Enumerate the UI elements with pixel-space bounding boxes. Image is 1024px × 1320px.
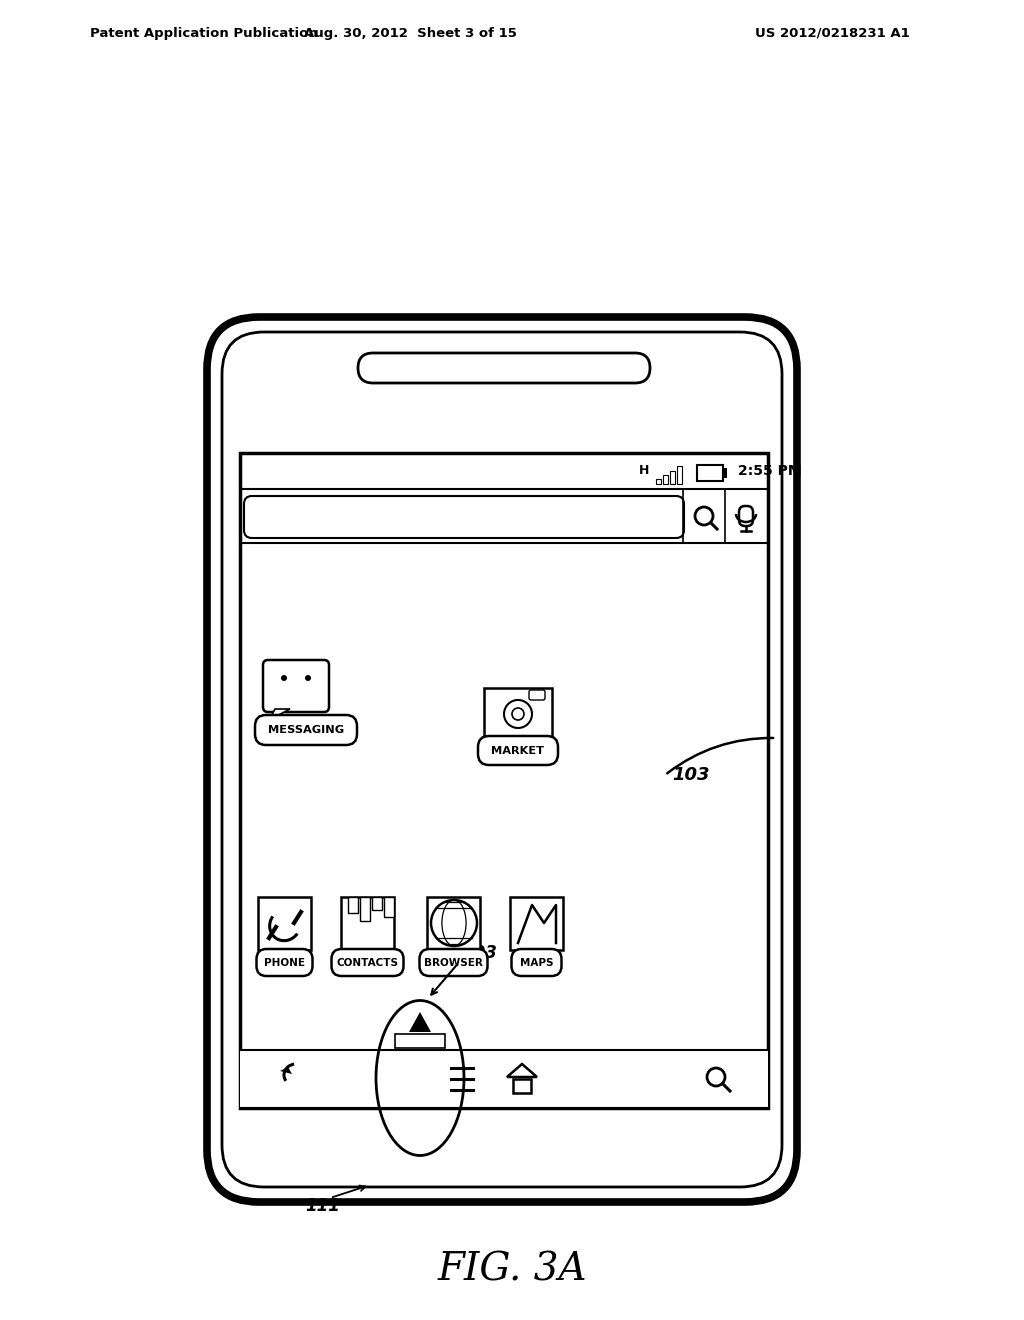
Polygon shape <box>269 709 290 719</box>
Bar <box>427 898 480 950</box>
Circle shape <box>281 675 287 681</box>
Text: 303: 303 <box>462 945 497 962</box>
FancyBboxPatch shape <box>332 949 403 975</box>
Polygon shape <box>409 1012 431 1032</box>
FancyBboxPatch shape <box>244 496 684 539</box>
Circle shape <box>512 708 524 719</box>
FancyBboxPatch shape <box>420 949 487 975</box>
Polygon shape <box>507 1064 537 1077</box>
FancyBboxPatch shape <box>358 352 650 383</box>
Text: PHONE: PHONE <box>264 958 305 968</box>
Bar <box>656 479 662 484</box>
Bar <box>670 471 675 484</box>
FancyBboxPatch shape <box>263 660 329 711</box>
Text: MARKET: MARKET <box>492 746 545 756</box>
Bar <box>240 453 768 1107</box>
FancyBboxPatch shape <box>207 317 797 1203</box>
FancyBboxPatch shape <box>739 506 753 525</box>
Circle shape <box>504 700 532 729</box>
FancyBboxPatch shape <box>256 949 312 975</box>
Bar <box>360 898 370 921</box>
Text: 103: 103 <box>672 766 710 784</box>
Bar <box>258 898 311 950</box>
Bar <box>341 898 394 950</box>
FancyBboxPatch shape <box>255 715 357 744</box>
Circle shape <box>431 900 477 946</box>
Bar <box>677 466 682 484</box>
Text: CONTACTS: CONTACTS <box>337 958 398 968</box>
Bar <box>510 898 563 950</box>
FancyBboxPatch shape <box>478 737 558 766</box>
Bar <box>663 475 668 484</box>
Bar <box>395 1034 445 1048</box>
FancyBboxPatch shape <box>512 949 561 975</box>
Text: H: H <box>639 465 649 478</box>
Text: MESSAGING: MESSAGING <box>268 725 344 735</box>
Text: BROWSER: BROWSER <box>424 958 483 968</box>
Bar <box>513 1078 531 1093</box>
Bar <box>697 465 723 480</box>
Bar <box>372 898 382 909</box>
Text: Aug. 30, 2012  Sheet 3 of 15: Aug. 30, 2012 Sheet 3 of 15 <box>303 26 516 40</box>
Text: MAPS: MAPS <box>520 958 553 968</box>
Bar <box>723 469 727 478</box>
Bar <box>348 898 358 913</box>
Text: Patent Application Publication: Patent Application Publication <box>90 26 317 40</box>
Bar <box>240 1049 768 1107</box>
Circle shape <box>695 507 713 525</box>
FancyBboxPatch shape <box>529 690 545 700</box>
Text: FIG. 3A: FIG. 3A <box>437 1251 587 1288</box>
FancyBboxPatch shape <box>222 333 782 1187</box>
Circle shape <box>305 675 311 681</box>
Bar <box>484 688 552 741</box>
Text: 111: 111 <box>305 1197 340 1214</box>
Bar <box>384 898 394 917</box>
Text: US 2012/0218231 A1: US 2012/0218231 A1 <box>755 26 909 40</box>
Polygon shape <box>280 1067 292 1074</box>
Circle shape <box>707 1068 725 1086</box>
Text: 2:55 PM: 2:55 PM <box>738 465 802 478</box>
